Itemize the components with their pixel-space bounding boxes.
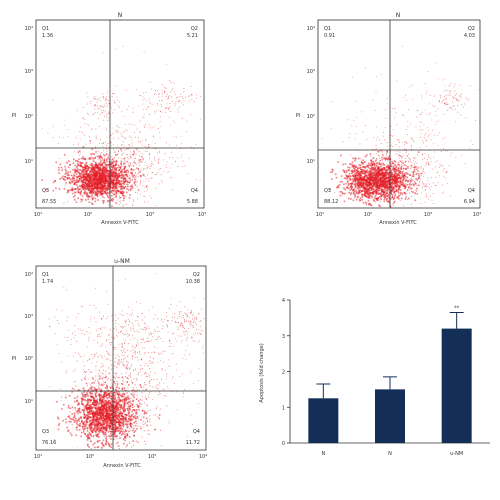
- panel-3-q4-label: Q4: [193, 429, 200, 435]
- panel-1-y-tick-4: 10¹: [25, 159, 33, 165]
- panel-3-q2-value: 10.38: [186, 279, 200, 285]
- flow-panel-1: N Q1 1.36 Q2 5.21 Q3 87.55 Q4 5.88 10¹ 1…: [12, 12, 206, 226]
- panel-2-q2-value: 4.03: [464, 33, 475, 39]
- panel-2-x-tick-4: 10⁴: [473, 212, 481, 218]
- panel-1-q4-value: 5.88: [187, 199, 198, 205]
- panel-1-x-label: Annexin V-FITC: [101, 220, 139, 226]
- bar-3: [441, 328, 472, 443]
- panel-2-x-tick-1: 10¹: [316, 212, 324, 218]
- panel-1-y-tick-3: 10²: [25, 114, 33, 120]
- panel-2-frame: [317, 19, 481, 209]
- panel-1-q3-value: 87.55: [42, 199, 56, 205]
- panel-1-x-tick-2: 10²: [84, 212, 92, 218]
- panel-3-x-tick-4: 10⁴: [199, 454, 207, 460]
- panel-3-y-tick-4: 10¹: [25, 399, 33, 405]
- panel-1-title: N: [118, 12, 123, 19]
- panel-2-q3-label: Q3: [324, 188, 331, 194]
- panel-1-x-tick-1: 10¹: [34, 212, 42, 218]
- panel-3-q3-label: Q3: [42, 429, 49, 435]
- panel-3-x-tick-2: 10²: [86, 454, 94, 460]
- panel-3-q3-value: 76.16: [42, 440, 56, 446]
- scatter-dots-1: [41, 45, 201, 207]
- panel-2-y-label: PI: [296, 113, 301, 119]
- panel-2-x-tick-2: 10²: [364, 212, 372, 218]
- panel-1-q4-label: Q4: [191, 188, 198, 194]
- bar-chart-y-tick-label: 1: [282, 405, 285, 411]
- panel-3-y-label: PI: [12, 356, 17, 362]
- significance-marker: **: [454, 306, 460, 312]
- panel-3-y-tick-1: 10⁴: [25, 272, 33, 278]
- scatter-dots-2: [321, 45, 479, 208]
- panel-3-q4-value: 11.72: [186, 440, 200, 446]
- panel-2-q3-value: 88.12: [324, 199, 338, 205]
- panel-3-x-tick-1: 10¹: [34, 454, 42, 460]
- panel-1-frame: [35, 19, 205, 209]
- panel-2-q1-label: Q1: [324, 26, 331, 32]
- panel-3-x-tick-3: 10³: [148, 454, 156, 460]
- panel-2-q2-label: Q2: [468, 26, 475, 32]
- panel-1-q2-value: 5.21: [187, 33, 198, 39]
- bar-chart-y-tick-label: 0: [282, 441, 285, 447]
- panel-3-q1-label: Q1: [42, 272, 49, 278]
- panel-2-y-tick-2: 10³: [307, 69, 315, 75]
- bar-chart-y-tick-label: 4: [282, 298, 285, 304]
- scatter-dots-3: [48, 273, 205, 449]
- panel-1-y-label: PI: [12, 113, 17, 119]
- panel-3-q1-value: 1.74: [42, 279, 53, 285]
- bar-chart-x-tick-label: u-NM: [450, 451, 463, 457]
- bar-chart-x-tick-label: N: [388, 451, 392, 457]
- panel-3-q2-label: Q2: [193, 272, 200, 278]
- panel-2-title: N: [396, 12, 401, 19]
- flow-panel-2: N Q1 0.91 Q2 4.03 Q3 88.12 Q4 6.94 10¹ 1…: [296, 12, 481, 226]
- panel-1-y-tick-2: 10³: [25, 69, 33, 75]
- bar-chart-y-tick-label: 3: [282, 334, 285, 340]
- bar-1: [308, 398, 339, 443]
- panel-3-y-tick-3: 10²: [25, 356, 33, 362]
- bar-chart-y-tick-label: 2: [282, 370, 285, 376]
- panel-1-y-tick-1: 10⁴: [25, 26, 33, 32]
- panel-1-x-tick-3: 10³: [146, 212, 154, 218]
- panel-2-y-tick-4: 10¹: [307, 159, 315, 165]
- bar-2: [375, 389, 405, 443]
- panel-2-q1-value: 0.91: [324, 33, 335, 39]
- panel-1-q3-label: Q3: [42, 188, 49, 194]
- bar-chart-x-tick-label: N: [321, 451, 325, 457]
- panel-3-x-label: Annexin V-FITC: [103, 463, 141, 469]
- panel-1-q1-value: 1.36: [42, 33, 53, 39]
- panel-2-x-label: Annexin V-FITC: [379, 220, 417, 226]
- bar-chart-y-label: Apoptosis (fold change): [259, 343, 265, 402]
- panel-1-q1-label: Q1: [42, 26, 49, 32]
- panel-3-title: u-NM: [114, 258, 130, 265]
- panel-1-q2-label: Q2: [191, 26, 198, 32]
- panel-2-y-tick-1: 10⁴: [307, 26, 315, 32]
- panel-2-q4-value: 6.94: [464, 199, 475, 205]
- panel-2-y-tick-3: 10²: [307, 114, 315, 120]
- panel-2-q4-label: Q4: [468, 188, 475, 194]
- flow-panel-3: u-NM Q1 1.74 Q2 10.38 Q3 76.16 Q4 11.72 …: [12, 258, 207, 469]
- panel-3-y-tick-2: 10³: [25, 314, 33, 320]
- panel-2-x-tick-3: 10³: [424, 212, 432, 218]
- panel-1-x-tick-4: 10⁴: [198, 212, 206, 218]
- panel-3-frame: [35, 265, 207, 451]
